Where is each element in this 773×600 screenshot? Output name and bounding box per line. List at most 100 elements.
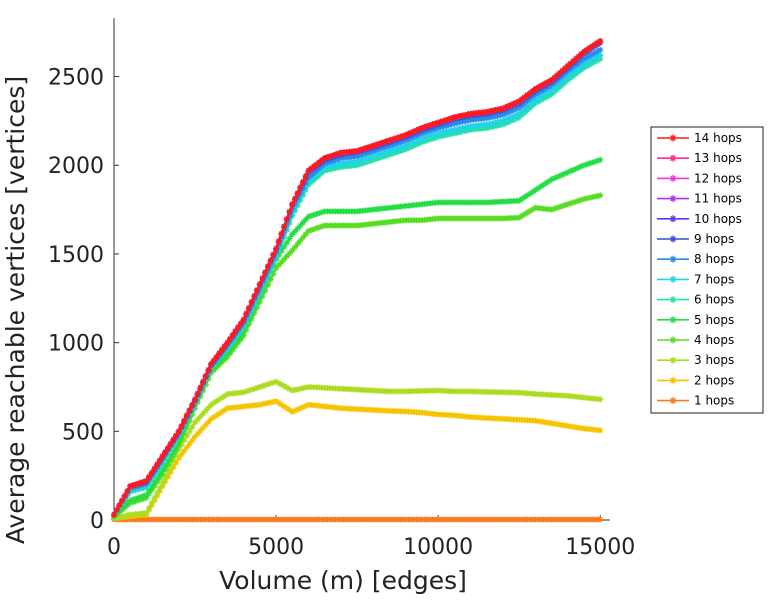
series-point	[429, 121, 436, 128]
series-point	[246, 387, 253, 394]
series-point	[221, 407, 228, 414]
series-point	[165, 457, 172, 464]
series-point	[151, 494, 158, 501]
series-point	[332, 151, 339, 158]
series-point	[216, 361, 223, 368]
series-point	[327, 153, 334, 160]
series-point	[292, 200, 299, 207]
series-point	[305, 213, 312, 220]
series-point	[208, 401, 215, 408]
series-point	[589, 56, 596, 63]
series-point	[205, 404, 212, 411]
series-point	[197, 413, 204, 420]
series-point	[281, 223, 288, 230]
series-point	[275, 248, 282, 255]
series-point	[540, 181, 547, 188]
series-point	[518, 96, 525, 103]
series-point	[167, 453, 174, 460]
series-point	[240, 389, 247, 396]
series-point	[173, 459, 180, 466]
series-point	[289, 408, 296, 415]
y-tick-label: 1000	[48, 332, 104, 357]
series-point	[292, 407, 299, 414]
series-point	[397, 139, 404, 146]
series-point	[548, 91, 555, 98]
series-point	[408, 129, 415, 136]
series-line	[113, 194, 601, 518]
series-point	[300, 404, 307, 411]
series-point	[518, 195, 525, 202]
series-point	[510, 106, 517, 113]
series-point	[383, 152, 390, 159]
series-point	[281, 243, 288, 250]
legend-item: 14 hops	[657, 131, 742, 145]
series-point	[278, 230, 285, 237]
series-point	[575, 53, 582, 60]
series-point	[502, 120, 509, 127]
series-point	[329, 157, 336, 164]
series-point	[208, 415, 215, 422]
series-point	[554, 86, 561, 93]
series-point	[162, 462, 169, 469]
series-point	[148, 469, 155, 476]
series-point	[373, 141, 380, 148]
series-point	[178, 441, 185, 448]
series-point	[535, 98, 542, 105]
series-point	[232, 328, 239, 335]
series-point	[521, 100, 528, 107]
series-point	[194, 416, 201, 423]
series-point	[221, 392, 228, 399]
x-tick-label: 15000	[565, 535, 635, 560]
legend-item: 6 hops	[657, 293, 734, 307]
legend-label: 5 hops	[694, 313, 734, 327]
series-point	[175, 442, 182, 449]
series-point	[570, 199, 577, 206]
series-point	[545, 89, 552, 96]
series-point	[575, 197, 582, 204]
series-point	[151, 482, 158, 489]
series-point	[283, 253, 290, 260]
series-point	[246, 321, 253, 328]
series-point	[297, 222, 304, 229]
series-point	[386, 148, 393, 155]
series-point	[397, 144, 404, 151]
series-point	[189, 437, 196, 444]
series-point	[281, 383, 288, 390]
series-point	[408, 140, 415, 147]
series-point	[402, 137, 409, 144]
series-point	[567, 66, 574, 73]
series-point	[367, 148, 374, 155]
series-point	[562, 170, 569, 177]
series-point	[443, 122, 450, 129]
series-point	[394, 148, 401, 155]
series-point	[324, 159, 331, 166]
series-point	[521, 106, 528, 113]
series-point	[186, 407, 193, 414]
y-tick-label: 2000	[48, 154, 104, 179]
legend-label: 13 hops	[694, 151, 742, 165]
series-point	[535, 89, 542, 96]
series-point	[313, 174, 320, 181]
series-4-hops	[111, 192, 604, 520]
series-point	[594, 39, 601, 46]
series-point	[213, 364, 220, 371]
series-point	[186, 417, 193, 424]
series-point	[516, 110, 523, 117]
legend-swatch-marker	[669, 235, 677, 243]
series-point	[197, 384, 204, 391]
series-point	[424, 133, 431, 140]
series-point	[516, 104, 523, 111]
series-point	[210, 399, 217, 406]
series-point	[554, 174, 561, 181]
series-point	[405, 136, 412, 143]
series-point	[192, 396, 199, 403]
legend-item: 12 hops	[657, 171, 742, 185]
series-point	[156, 474, 163, 481]
series-point	[578, 66, 585, 73]
series-point	[205, 418, 212, 425]
series-point	[302, 402, 309, 409]
series-point	[327, 158, 334, 165]
series-point	[437, 124, 444, 131]
series-point	[335, 156, 342, 163]
series-point	[445, 116, 452, 123]
